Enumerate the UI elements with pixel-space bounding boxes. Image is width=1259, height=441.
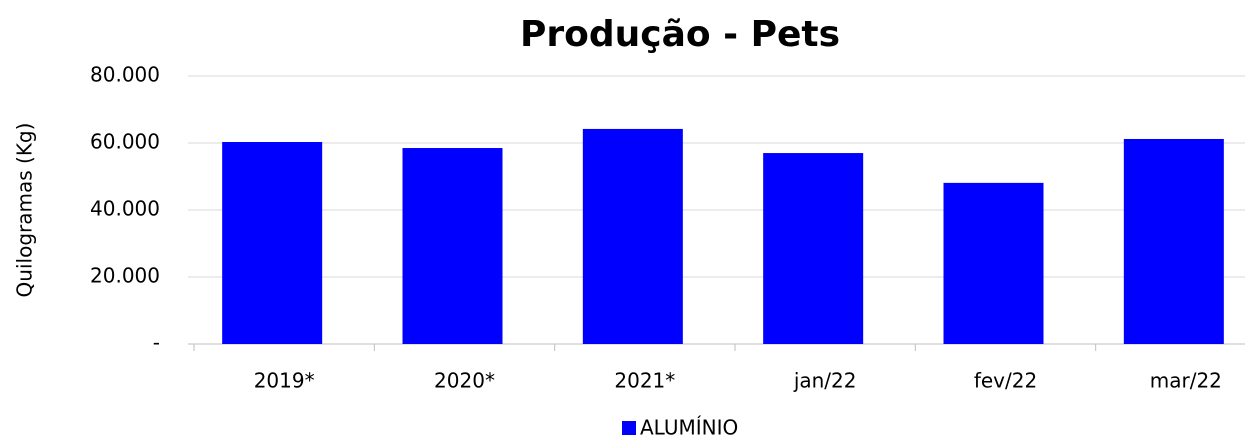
x-tick-label: fev/22 [974,369,1037,393]
bar [763,153,864,344]
y-axis-label: Quilogramas (Kg) [13,123,37,298]
bar [943,182,1044,344]
x-tick-label: mar/22 [1150,369,1222,393]
bar [402,148,503,344]
legend-swatch [622,421,636,435]
x-tick-label: 2020* [434,369,495,393]
y-tick-label: 60.000 [90,130,160,154]
chart-title: Produção - Pets [520,14,840,55]
y-tick-label: - [153,331,160,355]
x-tick-label: 2021* [614,369,675,393]
bar [582,128,683,344]
y-tick-label: 20.000 [90,264,160,288]
bar [222,141,323,344]
x-tick-label: jan/22 [793,369,857,393]
x-tick-label: 2019* [254,369,315,393]
y-tick-label: 40.000 [90,197,160,221]
y-tick-label: 80.000 [90,63,160,87]
bar [1123,138,1224,344]
legend-label: ALUMÍNIO [640,416,738,440]
